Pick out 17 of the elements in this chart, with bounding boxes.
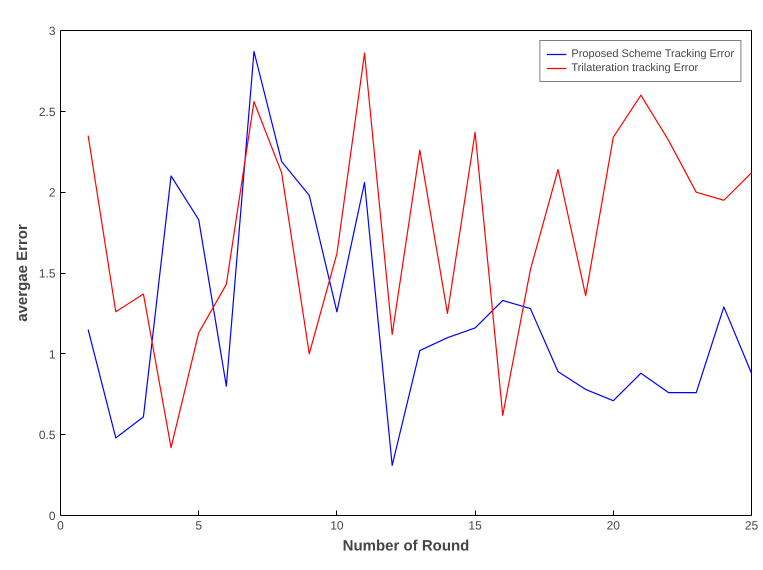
legend-label: Proposed Scheme Tracking Error [571,47,734,61]
y-tick-label: 3 [48,24,56,38]
legend-label: Trilateration tracking Error [571,61,698,75]
y-axis-title: avergae Error [14,224,31,322]
y-tick-label: 0 [48,509,56,523]
x-tick-label: 10 [330,518,344,532]
x-tick-label: 5 [195,518,202,532]
x-tick-label: 25 [744,518,758,532]
y-tick-label: 0.5 [38,428,56,442]
y-tick-label: 2 [48,186,56,200]
x-tick-label: 15 [468,518,482,532]
x-tick-label: 0 [57,518,64,532]
y-tick-label: 1 [48,347,56,362]
y-tick-label: 1.5 [38,266,56,280]
x-axis-title: Number of Round [342,538,470,554]
x-tick-label: 20 [606,518,620,532]
y-tick-label: 2.5 [38,104,56,119]
